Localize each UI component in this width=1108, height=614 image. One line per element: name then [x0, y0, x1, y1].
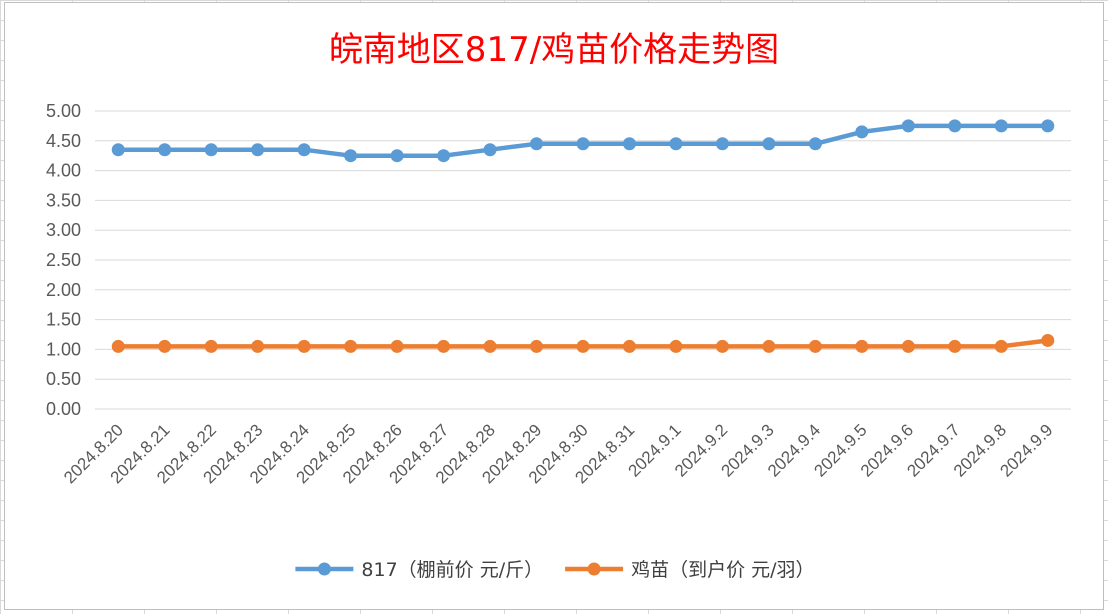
data-point [251, 339, 265, 353]
legend-swatch-marker [587, 562, 601, 576]
y-tick-label: 4.50 [46, 131, 81, 151]
data-point [437, 149, 451, 163]
y-axis-tick-labels: 0.00 0.50 1.00 1.50 2.00 2.50 3.00 3.50 4.00 4.50… [46, 101, 81, 419]
data-point [762, 137, 776, 151]
data-point [530, 137, 544, 151]
data-point [622, 137, 636, 151]
data-point [715, 339, 729, 353]
data-point [483, 143, 497, 157]
legend-swatch-marker [317, 562, 331, 576]
y-tick-label: 2.50 [46, 250, 81, 270]
data-point [715, 137, 729, 151]
data-point [808, 137, 822, 151]
line-chart: 皖南地区817/鸡苗价格走势图 0.00 0.50 1.00 1.50 2.00 2.50… [46, 30, 1071, 581]
y-tick-label: 0.00 [46, 399, 81, 419]
legend: 817（棚前价 元/斤） 鸡苗（到户价 元/羽） [295, 559, 815, 581]
legend-item: 鸡苗（到户价 元/羽） [565, 559, 815, 581]
data-point [994, 119, 1008, 133]
data-point [948, 119, 962, 133]
data-point [669, 137, 683, 151]
data-point [901, 339, 915, 353]
series-lines [111, 119, 1055, 353]
data-point [576, 339, 590, 353]
data-point [1041, 119, 1055, 133]
legend-label: 鸡苗（到户价 元/羽） [631, 559, 814, 581]
y-tick-label: 2.00 [46, 280, 81, 300]
gridlines [95, 110, 1071, 410]
series-1 [111, 119, 1055, 163]
data-point [204, 143, 218, 157]
data-point [1041, 333, 1055, 347]
data-point [158, 143, 172, 157]
data-point [204, 339, 218, 353]
data-point [297, 143, 311, 157]
data-point [808, 339, 822, 353]
data-point [576, 137, 590, 151]
data-point [344, 339, 358, 353]
data-point [390, 339, 404, 353]
y-tick-label: 3.00 [46, 220, 81, 240]
data-point [855, 125, 869, 139]
y-tick-label: 0.50 [46, 369, 81, 389]
data-point [251, 143, 265, 157]
y-tick-label: 4.00 [46, 161, 81, 181]
data-point [390, 149, 404, 163]
y-tick-label: 1.50 [46, 310, 81, 330]
data-point [901, 119, 915, 133]
data-point [297, 339, 311, 353]
data-point [855, 339, 869, 353]
series-2 [111, 333, 1055, 353]
chart-title: 皖南地区817/鸡苗价格走势图 [329, 30, 779, 70]
y-tick-label: 1.00 [46, 339, 81, 359]
y-tick-label: 5.00 [46, 101, 81, 121]
data-point [948, 339, 962, 353]
data-point [158, 339, 172, 353]
data-point [483, 339, 497, 353]
data-point [111, 339, 125, 353]
data-point [669, 339, 683, 353]
data-point [344, 149, 358, 163]
data-point [111, 143, 125, 157]
legend-item: 817（棚前价 元/斤） [295, 559, 543, 581]
data-point [622, 339, 636, 353]
data-point [530, 339, 544, 353]
legend-label: 817（棚前价 元/斤） [361, 559, 543, 581]
y-tick-label: 3.50 [46, 190, 81, 210]
data-point [762, 339, 776, 353]
x-axis-tick-labels: 2024.8.202024.8.212024.8.222024.8.232024… [60, 420, 1056, 487]
data-point [437, 339, 451, 353]
data-point [994, 339, 1008, 353]
chart-area[interactable]: 皖南地区817/鸡苗价格走势图 0.00 0.50 1.00 1.50 2.00 2.50… [4, 2, 1104, 610]
